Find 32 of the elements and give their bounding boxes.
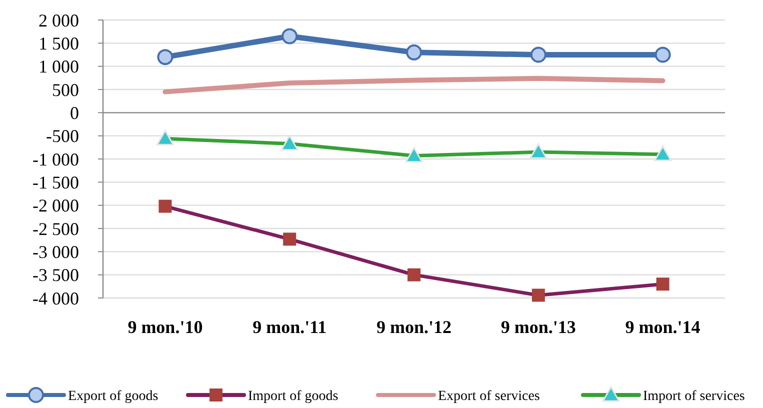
x-tick-label: 9 mon.'11 (252, 317, 327, 337)
point (532, 288, 545, 302)
y-tick-label: 1 500 (38, 33, 79, 54)
point (406, 44, 422, 60)
legend-label: Import of goods (248, 388, 338, 404)
point (282, 28, 298, 44)
y-tick-label: -2 500 (32, 218, 79, 239)
y-tick-label: 2 000 (38, 10, 79, 30)
y-tick-label: -2 000 (32, 196, 79, 216)
point (283, 232, 296, 246)
point (158, 200, 172, 213)
x-tick-label: 9 mon.'14 (625, 317, 700, 337)
y-tick-label: -3 500 (32, 265, 79, 286)
legend-label: Export of services (438, 388, 540, 404)
x-tick-label: 9 mon.'13 (500, 317, 576, 337)
y-tick-label: -3 000 (32, 242, 79, 262)
y-tick-label: -4 000 (32, 288, 79, 308)
y-tick-label: 500 (52, 80, 79, 100)
y-tick-label: -500 (46, 126, 79, 146)
y-tick-label: -1 000 (32, 149, 79, 170)
point (654, 46, 671, 63)
legend-label: Import of services (643, 388, 745, 404)
y-tick-label: -1 500 (32, 172, 79, 192)
point (157, 49, 174, 66)
point (656, 278, 670, 291)
x-tick-label: 9 mon.'10 (128, 317, 203, 337)
legend-label: Export of goods (68, 388, 158, 404)
y-tick-label: 0 (70, 102, 79, 123)
point (530, 46, 546, 63)
x-tick-label: 9 mon.'12 (376, 317, 452, 337)
point (408, 268, 420, 282)
y-tick-label: 1 000 (38, 56, 79, 77)
